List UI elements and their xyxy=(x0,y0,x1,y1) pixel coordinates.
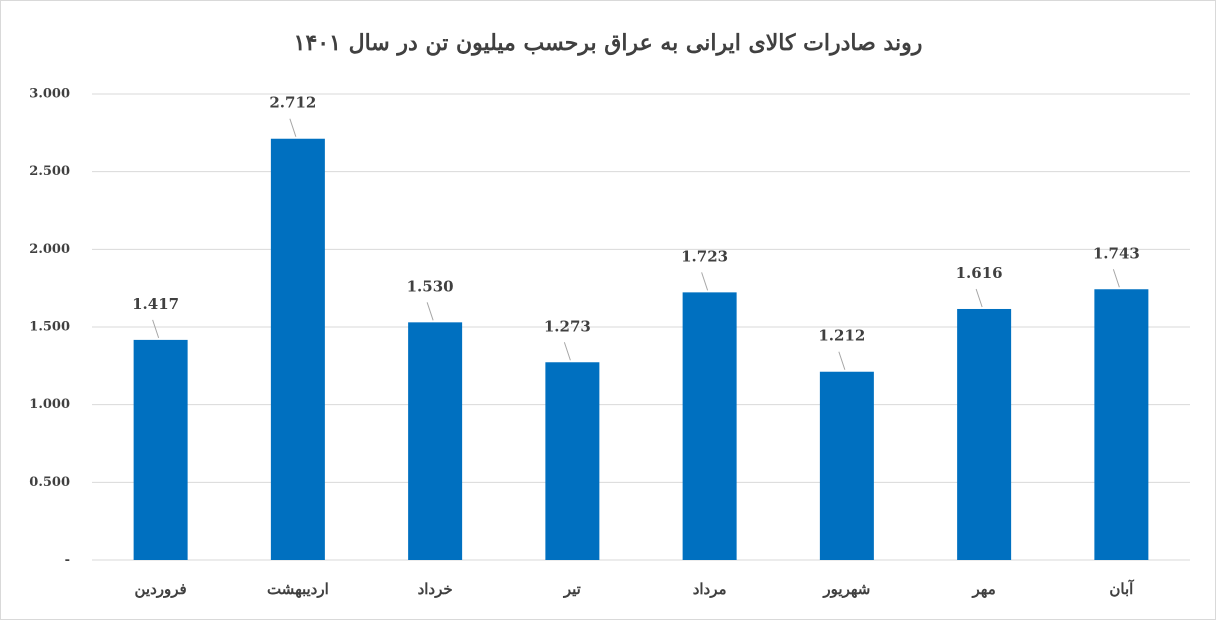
x-tick-label: تیر xyxy=(563,580,581,598)
leader-line xyxy=(975,288,983,308)
leader-line xyxy=(426,302,434,321)
value-label: 1.616 xyxy=(956,264,1003,282)
value-label: 1.273 xyxy=(544,317,591,335)
leader-line xyxy=(563,342,571,361)
x-tick-label: فروردین xyxy=(135,580,187,598)
value-label: 1.723 xyxy=(681,247,728,265)
x-tick-label: خرداد xyxy=(418,580,453,598)
x-tick-label: شهریور xyxy=(822,580,870,598)
chart-title: روند صادرات کالای ایرانی به عراق برحسب م… xyxy=(294,30,923,56)
value-label: 1.417 xyxy=(132,295,179,313)
y-tick-label: 2.500 xyxy=(29,164,70,179)
leader-line xyxy=(1112,269,1120,288)
x-tick-label: اردیبهشت xyxy=(267,580,329,598)
x-tick-label: مهر xyxy=(972,580,996,598)
x-tick-label: مرداد xyxy=(693,580,727,598)
leader-line xyxy=(838,351,846,370)
y-tick-label: 0.500 xyxy=(29,475,70,490)
bar xyxy=(682,292,737,560)
value-label: 1.743 xyxy=(1093,244,1140,262)
y-tick-label: - xyxy=(65,553,70,568)
bar xyxy=(545,362,600,560)
leader-line xyxy=(152,319,160,339)
value-label: 1.530 xyxy=(407,277,454,295)
leader-line xyxy=(701,272,709,291)
bar xyxy=(957,308,1012,560)
value-label: 1.212 xyxy=(818,327,865,345)
y-tick-label: 1.000 xyxy=(29,397,70,412)
bar xyxy=(133,339,188,560)
y-tick-label: 1.500 xyxy=(29,320,70,335)
bar xyxy=(270,138,325,560)
leader-line xyxy=(289,118,297,137)
bar xyxy=(1094,289,1149,560)
value-label: 2.712 xyxy=(269,94,316,112)
y-tick-label: 3.000 xyxy=(29,87,70,102)
x-tick-label: آبان xyxy=(1109,579,1135,598)
y-tick-label: 2.000 xyxy=(29,242,70,257)
bar xyxy=(408,322,463,560)
bar xyxy=(819,371,874,560)
